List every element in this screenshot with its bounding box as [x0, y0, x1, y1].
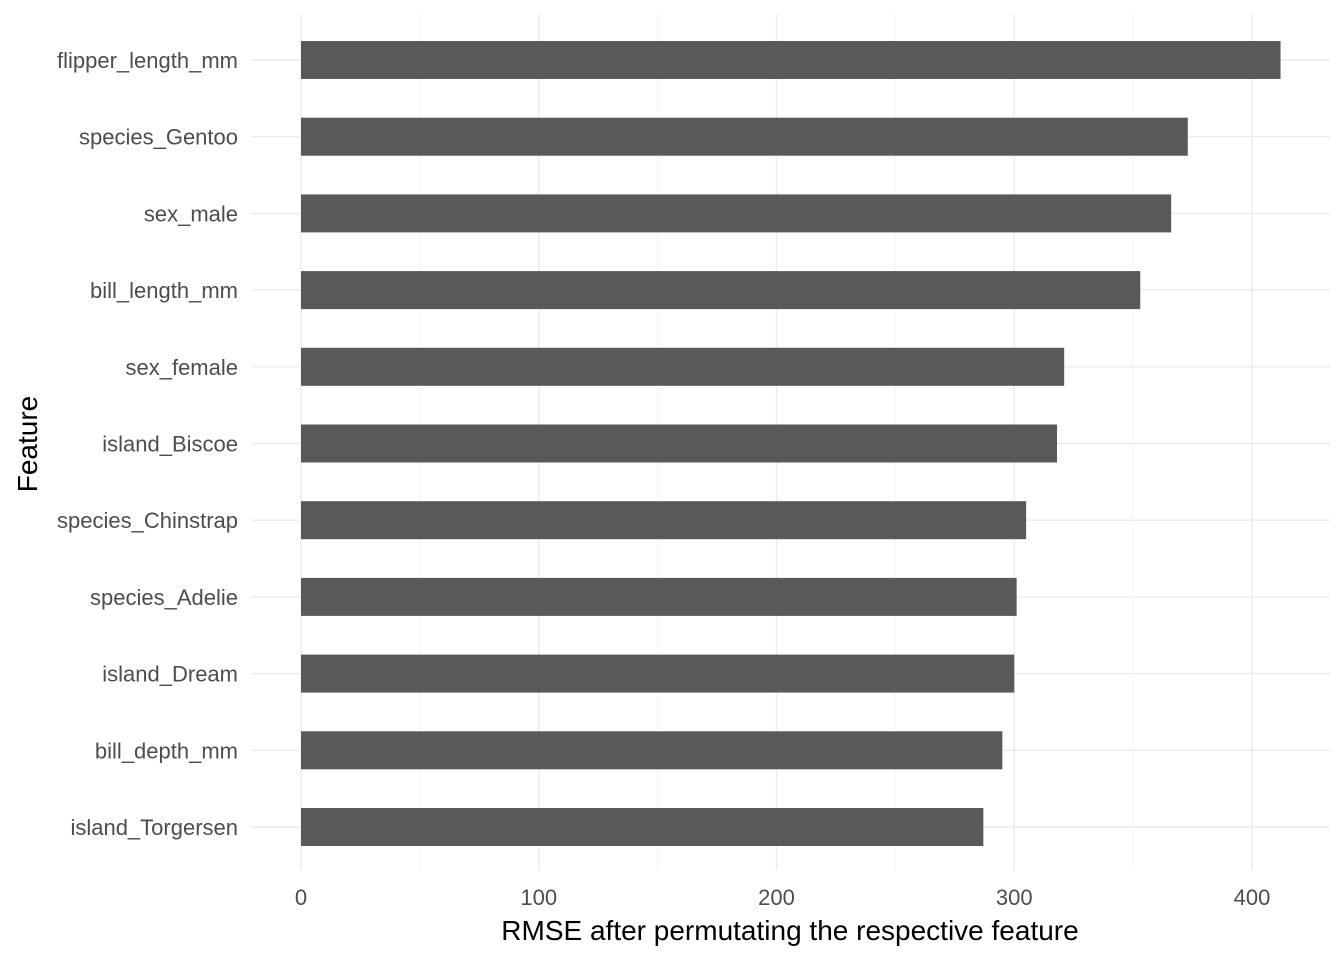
bar-island-torgersen: [301, 808, 984, 846]
x-tick-label: 400: [1234, 885, 1271, 910]
bars-layer: [301, 41, 1281, 846]
y-tick-label: flipper_length_mm: [57, 48, 238, 73]
y-tick-label: species_Gentoo: [79, 125, 238, 150]
x-tick-labels: 0 100 200 300 400: [295, 885, 1270, 910]
y-tick-label: bill_length_mm: [90, 278, 238, 303]
y-tick-label: island_Biscoe: [102, 432, 238, 457]
bar-sex-male: [301, 194, 1172, 233]
bar-species-gentoo: [301, 117, 1188, 156]
bar-species-chinstrap: [301, 501, 1027, 540]
y-axis-title: Feature: [12, 396, 43, 493]
x-tick-label: 300: [996, 885, 1033, 910]
y-tick-label: island_Dream: [102, 662, 238, 687]
y-tick-label: sex_male: [144, 201, 238, 226]
bar-island-dream: [301, 654, 1015, 693]
x-tick-label: 0: [295, 885, 307, 910]
y-tick-label: bill_depth_mm: [95, 738, 238, 763]
bar-flipper-length-mm: [301, 41, 1281, 79]
y-tick-label: species_Chinstrap: [57, 508, 238, 533]
y-tick-label: sex_female: [125, 355, 238, 380]
bar-bill-depth-mm: [301, 731, 1003, 770]
bar-species-adelie: [301, 577, 1017, 616]
x-tick-label: 200: [758, 885, 795, 910]
bar-island-biscoe: [301, 424, 1058, 463]
bar-sex-female: [301, 347, 1065, 386]
x-tick-label: 100: [520, 885, 557, 910]
y-tick-label: island_Torgersen: [70, 815, 238, 840]
y-tick-labels: flipper_length_mm species_Gentoo sex_maleb…: [57, 48, 238, 840]
y-tick-label: species_Adelie: [90, 585, 238, 610]
bar-bill-length-mm: [301, 271, 1141, 310]
x-axis-title: RMSE after permutating the respective fe…: [501, 915, 1078, 946]
